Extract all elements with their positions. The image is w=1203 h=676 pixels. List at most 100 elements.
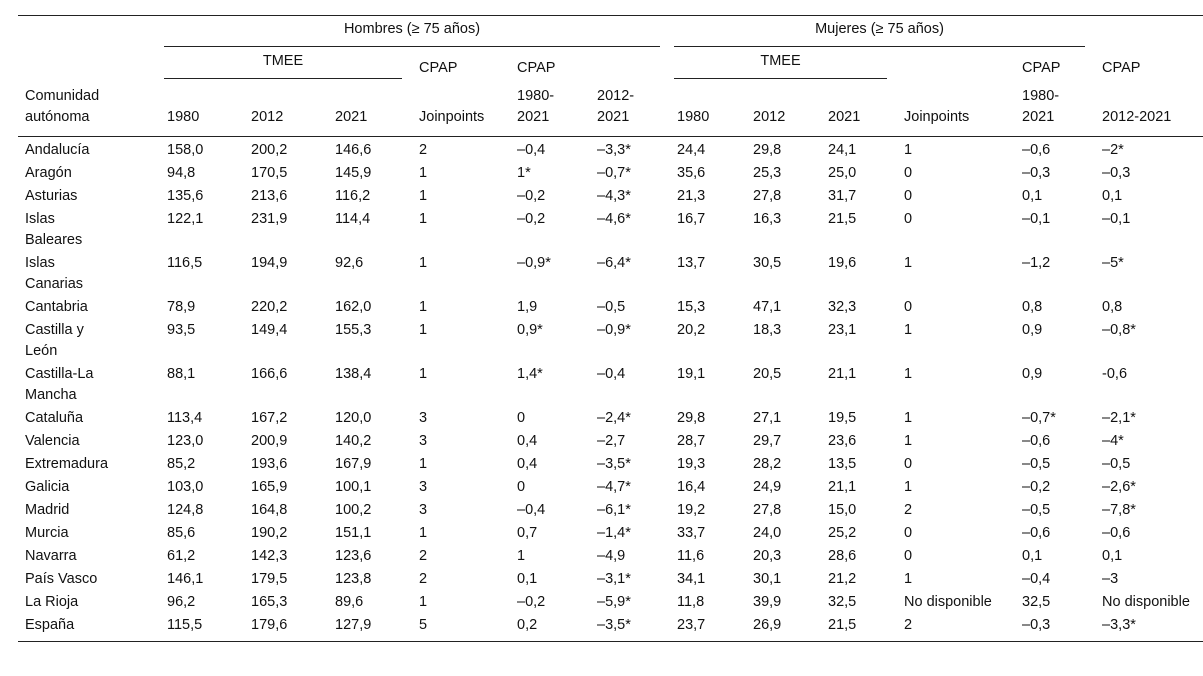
table-cell: 20,2 xyxy=(677,322,706,338)
table-cell: 127,9 xyxy=(335,617,372,633)
table-cell: 200,2 xyxy=(251,142,288,158)
table-cell: 123,6 xyxy=(335,548,372,564)
table-cell: –0,5 xyxy=(1102,456,1131,472)
table-cell: 0,4 xyxy=(517,456,538,472)
table-cell: –0,7* xyxy=(1022,410,1056,426)
table-row: Navarra 61,2 142,3 123,6 2 1 –4,9 11,6 20,3 28,6 0… xyxy=(18,545,1203,568)
table-cell: 30,5 xyxy=(753,255,782,271)
row-label: Cantabria xyxy=(25,299,88,315)
table-cell: 103,0 xyxy=(167,479,204,495)
table-cell: 25,3 xyxy=(753,165,782,181)
row-label: La Rioja xyxy=(25,594,79,610)
row-label: Castilla y León xyxy=(25,322,84,359)
table-cell: –0,3 xyxy=(1022,617,1051,633)
table-cell: 162,0 xyxy=(335,299,372,315)
table-cell: 0 xyxy=(904,211,913,227)
table-cell: 24,4 xyxy=(677,142,706,158)
table-cell: 29,7 xyxy=(753,433,782,449)
table-cell: 2 xyxy=(419,142,428,158)
table-cell: 0,1 xyxy=(1022,548,1043,564)
table-cell: –3,3* xyxy=(597,142,631,158)
table-cell: 0,2 xyxy=(517,617,538,633)
table-cell: 0 xyxy=(904,299,913,315)
table-row: Madrid 124,8 164,8 100,2 3 –0,4 –6,1* 19,2 27,8 1… xyxy=(18,499,1203,522)
subgroup-header: CPAP xyxy=(1022,60,1061,76)
table-cell: 1 xyxy=(419,456,428,472)
table-cell: 1 xyxy=(419,366,428,382)
table-row: España 115,5 179,6 127,9 5 0,2 –3,5* 23,7 26,9 21… xyxy=(18,614,1203,642)
table-cell: –1,2 xyxy=(1022,255,1051,271)
table-cell: 123,8 xyxy=(335,571,372,587)
table-cell: 0,8 xyxy=(1102,299,1123,315)
table-cell: 19,6 xyxy=(828,255,857,271)
table-cell: –0,1 xyxy=(1022,211,1051,227)
table-cell: 1 xyxy=(419,299,428,315)
table-cell: 193,6 xyxy=(251,456,288,472)
table-cell: 61,2 xyxy=(167,548,196,564)
table-cell: 16,4 xyxy=(677,479,706,495)
table-cell: 92,6 xyxy=(335,255,364,271)
table-cell: 21,1 xyxy=(828,479,857,495)
table-cell: 1 xyxy=(419,322,428,338)
table-cell: 21,3 xyxy=(677,188,706,204)
table-cell: –0,6 xyxy=(1102,525,1131,541)
table-cell: 0 xyxy=(904,188,913,204)
table-cell: 0,1 xyxy=(1022,188,1043,204)
table-cell: 114,4 xyxy=(335,211,371,227)
row-label: Cataluña xyxy=(25,410,84,426)
table-cell: 1,4* xyxy=(517,366,543,382)
table-cell: –0,5 xyxy=(1022,502,1051,518)
column-header: 2012-2021 xyxy=(1095,80,1203,137)
column-header: 2021 xyxy=(821,80,897,137)
table-cell: –0,6 xyxy=(1022,525,1051,541)
table-cell: 1 xyxy=(904,571,913,587)
table-cell: 78,9 xyxy=(167,299,196,315)
table-cell: 1 xyxy=(419,211,428,227)
column-header: Joinpoints xyxy=(412,80,510,137)
table-cell: –2* xyxy=(1102,142,1124,158)
table-cell: 179,5 xyxy=(251,571,288,587)
table-cell: –0,8* xyxy=(1102,322,1136,338)
table-cell: –7,8* xyxy=(1102,502,1136,518)
table-cell: 0,9* xyxy=(517,322,543,338)
table-cell: 1 xyxy=(419,255,428,271)
table-cell: 34,1 xyxy=(677,571,706,587)
row-label: Castilla-La Mancha xyxy=(25,366,94,403)
table-cell: 30,1 xyxy=(753,571,782,587)
row-label: Islas Canarias xyxy=(25,255,84,292)
table-cell: 142,3 xyxy=(251,548,288,564)
table-cell: –0,5 xyxy=(597,299,626,315)
table-row: Murcia 85,6 190,2 151,1 1 0,7 –1,4* 33,7 24,0 25,… xyxy=(18,522,1203,545)
table-cell: 123,0 xyxy=(167,433,204,449)
table-cell: –2,7 xyxy=(597,433,626,449)
table-cell: 146,1 xyxy=(167,571,204,587)
table-cell: 1 xyxy=(419,525,428,541)
row-label: País Vasco xyxy=(25,571,98,587)
table-cell: 200,9 xyxy=(251,433,288,449)
table-cell: 1 xyxy=(904,366,913,382)
table-cell: –0,4 xyxy=(517,502,546,518)
table-cell: –0,7* xyxy=(597,165,631,181)
table-cell: 1 xyxy=(904,142,913,158)
table-cell: 21,5 xyxy=(828,617,857,633)
table-cell: 89,6 xyxy=(335,594,364,610)
table-cell: 116,2 xyxy=(335,188,371,204)
row-label: Islas Baleares xyxy=(25,211,83,248)
table-cell: 1 xyxy=(517,548,526,564)
table-cell: 1* xyxy=(517,165,531,181)
table-cell: 146,6 xyxy=(335,142,372,158)
table-cell: 23,6 xyxy=(828,433,857,449)
table-row: La Rioja 96,2 165,3 89,6 1 –0,2 –5,9* 11,8 39,9 3… xyxy=(18,591,1203,614)
table-cell: 96,2 xyxy=(167,594,196,610)
table-cell: 1 xyxy=(419,165,428,181)
table-cell: 1 xyxy=(904,410,913,426)
table-cell: –0,9* xyxy=(597,322,631,338)
table-row: Castilla y León 93,5 149,4 155,3 1 0,9* –0,9* 2… xyxy=(18,319,1203,363)
table-cell: –6,4* xyxy=(597,255,631,271)
table-cell: 0,7 xyxy=(517,525,538,541)
row-label: Madrid xyxy=(25,502,70,518)
table-cell: 19,2 xyxy=(677,502,706,518)
table-cell: 165,9 xyxy=(251,479,288,495)
table-cell: 0,9 xyxy=(1022,366,1043,382)
table-cell: –0,3 xyxy=(1102,165,1131,181)
